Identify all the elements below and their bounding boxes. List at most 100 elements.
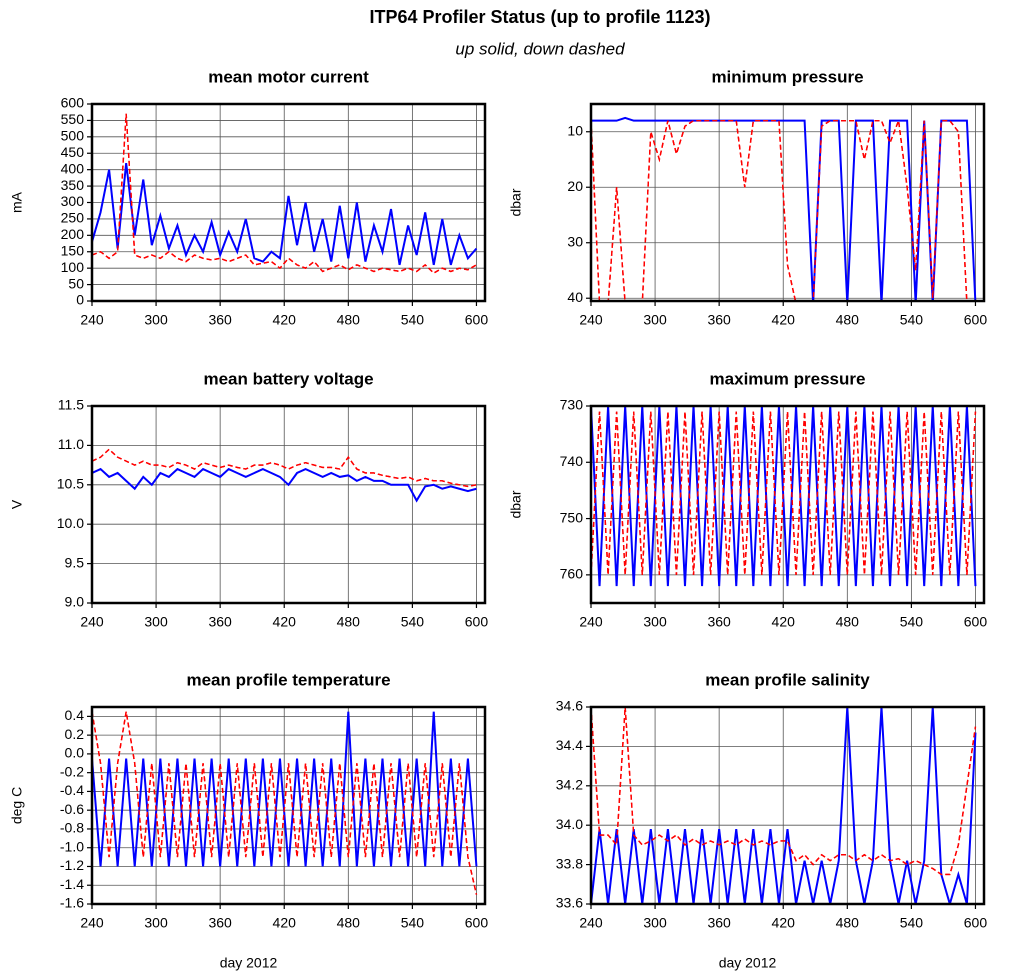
y-tick-label: 10.0 — [57, 515, 84, 531]
plot-frame — [90, 404, 487, 605]
series-line — [591, 707, 977, 904]
panel: mean battery voltage V 9.0 9.5 10.0 10.5 11.0 1… — [9, 369, 489, 629]
x-tick-label: 540 — [900, 915, 924, 931]
panel-title: mean profile salinity — [705, 670, 870, 689]
series-line — [92, 113, 477, 274]
y-axis-label: deg C — [9, 787, 25, 824]
y-tick-label: -1.4 — [60, 876, 84, 892]
figure-title: ITP64 Profiler Status (up to profile 112… — [369, 7, 710, 27]
x-tick-label: 300 — [643, 614, 667, 630]
x-tick-label: 600 — [964, 915, 988, 931]
x-tick-label: 420 — [273, 312, 297, 328]
panel-title: mean motor current — [208, 67, 369, 86]
plot-frame — [589, 705, 986, 906]
x-tick-label: 300 — [144, 312, 168, 328]
plot-frame — [90, 705, 487, 906]
y-tick-label: 11.0 — [58, 436, 84, 452]
x-tick-label: 600 — [465, 312, 489, 328]
x-tick-label: 240 — [80, 614, 104, 630]
x-tick-label: 360 — [208, 312, 232, 328]
x-tick-label: 360 — [707, 614, 731, 630]
y-axis-label: dbar — [508, 490, 524, 518]
y-tick-label: 200 — [61, 226, 85, 242]
x-tick-label: 240 — [579, 915, 603, 931]
panel: mean profile salinity day 2012 33.6 33.8 34.… — [556, 670, 988, 970]
plot-frame — [90, 102, 487, 303]
y-tick-label: -1.2 — [60, 857, 84, 873]
x-tick-label: 240 — [80, 915, 104, 931]
y-tick-label: 0.0 — [65, 745, 85, 761]
y-tick-label: 600 — [61, 95, 85, 111]
series-line — [92, 467, 477, 503]
x-tick-label: 540 — [900, 614, 924, 630]
panel-title: mean profile temperature — [186, 670, 390, 689]
y-tick-label: -1.6 — [60, 895, 84, 911]
x-tick-label: 540 — [900, 312, 924, 328]
series-line — [92, 162, 478, 266]
y-tick-label: 9.0 — [65, 594, 85, 610]
x-tick-label: 420 — [273, 915, 297, 931]
plot-frame — [589, 404, 986, 605]
y-tick-label: 10 — [567, 122, 583, 138]
panel-title: minimum pressure — [711, 67, 863, 86]
x-tick-label: 540 — [401, 312, 425, 328]
y-tick-label: 34.2 — [556, 777, 583, 793]
series-line — [591, 411, 977, 575]
x-tick-label: 360 — [707, 915, 731, 931]
x-tick-label: 360 — [208, 614, 232, 630]
x-tick-label: 600 — [964, 614, 988, 630]
series-line — [591, 119, 968, 301]
x-tick-label: 300 — [144, 614, 168, 630]
x-tick-label: 300 — [643, 915, 667, 931]
y-tick-label: 250 — [61, 210, 85, 226]
series-line — [92, 711, 478, 895]
y-tick-label: 730 — [560, 397, 584, 413]
y-axis-label: dbar — [508, 188, 524, 216]
y-tick-label: 34.6 — [556, 698, 583, 714]
panel: mean profile temperature deg C day 2012 -1.… — [9, 670, 489, 970]
panel-title: maximum pressure — [710, 369, 866, 388]
y-tick-label: 20 — [567, 178, 583, 194]
y-tick-label: 33.6 — [556, 895, 583, 911]
y-tick-label: 750 — [560, 509, 584, 525]
x-tick-label: 360 — [707, 312, 731, 328]
x-tick-label: 600 — [465, 915, 489, 931]
x-tick-label: 420 — [772, 614, 796, 630]
y-tick-label: 400 — [61, 160, 85, 176]
x-tick-label: 420 — [772, 312, 796, 328]
panel: mean motor currentmA05010015020025030035… — [9, 67, 489, 327]
x-tick-label: 480 — [337, 614, 361, 630]
x-tick-label: 480 — [836, 312, 860, 328]
y-tick-label: 34.0 — [556, 816, 583, 832]
figure-subtitle: up solid, down dashed — [455, 39, 625, 58]
y-tick-label: 300 — [61, 193, 85, 209]
y-tick-label: 760 — [560, 566, 584, 582]
y-tick-label: -1.0 — [60, 838, 84, 854]
x-tick-label: 480 — [337, 312, 361, 328]
x-tick-label: 240 — [579, 312, 603, 328]
x-tick-label: 480 — [836, 614, 860, 630]
y-tick-label: 0 — [76, 292, 84, 308]
y-tick-label: 40 — [567, 289, 583, 305]
x-tick-label: 300 — [643, 312, 667, 328]
y-tick-label: 34.4 — [556, 737, 583, 753]
series-line — [591, 116, 977, 301]
x-tick-label: 360 — [208, 915, 232, 931]
plot-frame — [589, 102, 986, 303]
y-tick-label: 350 — [61, 177, 85, 193]
y-tick-label: -0.2 — [60, 763, 84, 779]
y-tick-label: 11.5 — [58, 397, 84, 413]
x-tick-label: 540 — [401, 915, 425, 931]
y-axis-label: V — [9, 499, 25, 509]
x-tick-label: 300 — [144, 915, 168, 931]
y-tick-label: 10.5 — [57, 476, 84, 492]
y-tick-label: 450 — [61, 144, 85, 160]
x-tick-label: 420 — [273, 614, 297, 630]
y-axis-label: mA — [9, 191, 25, 213]
y-tick-label: 0.4 — [65, 707, 85, 723]
y-tick-label: 30 — [567, 233, 583, 249]
panel-title: mean battery voltage — [203, 369, 373, 388]
x-tick-label: 240 — [80, 312, 104, 328]
